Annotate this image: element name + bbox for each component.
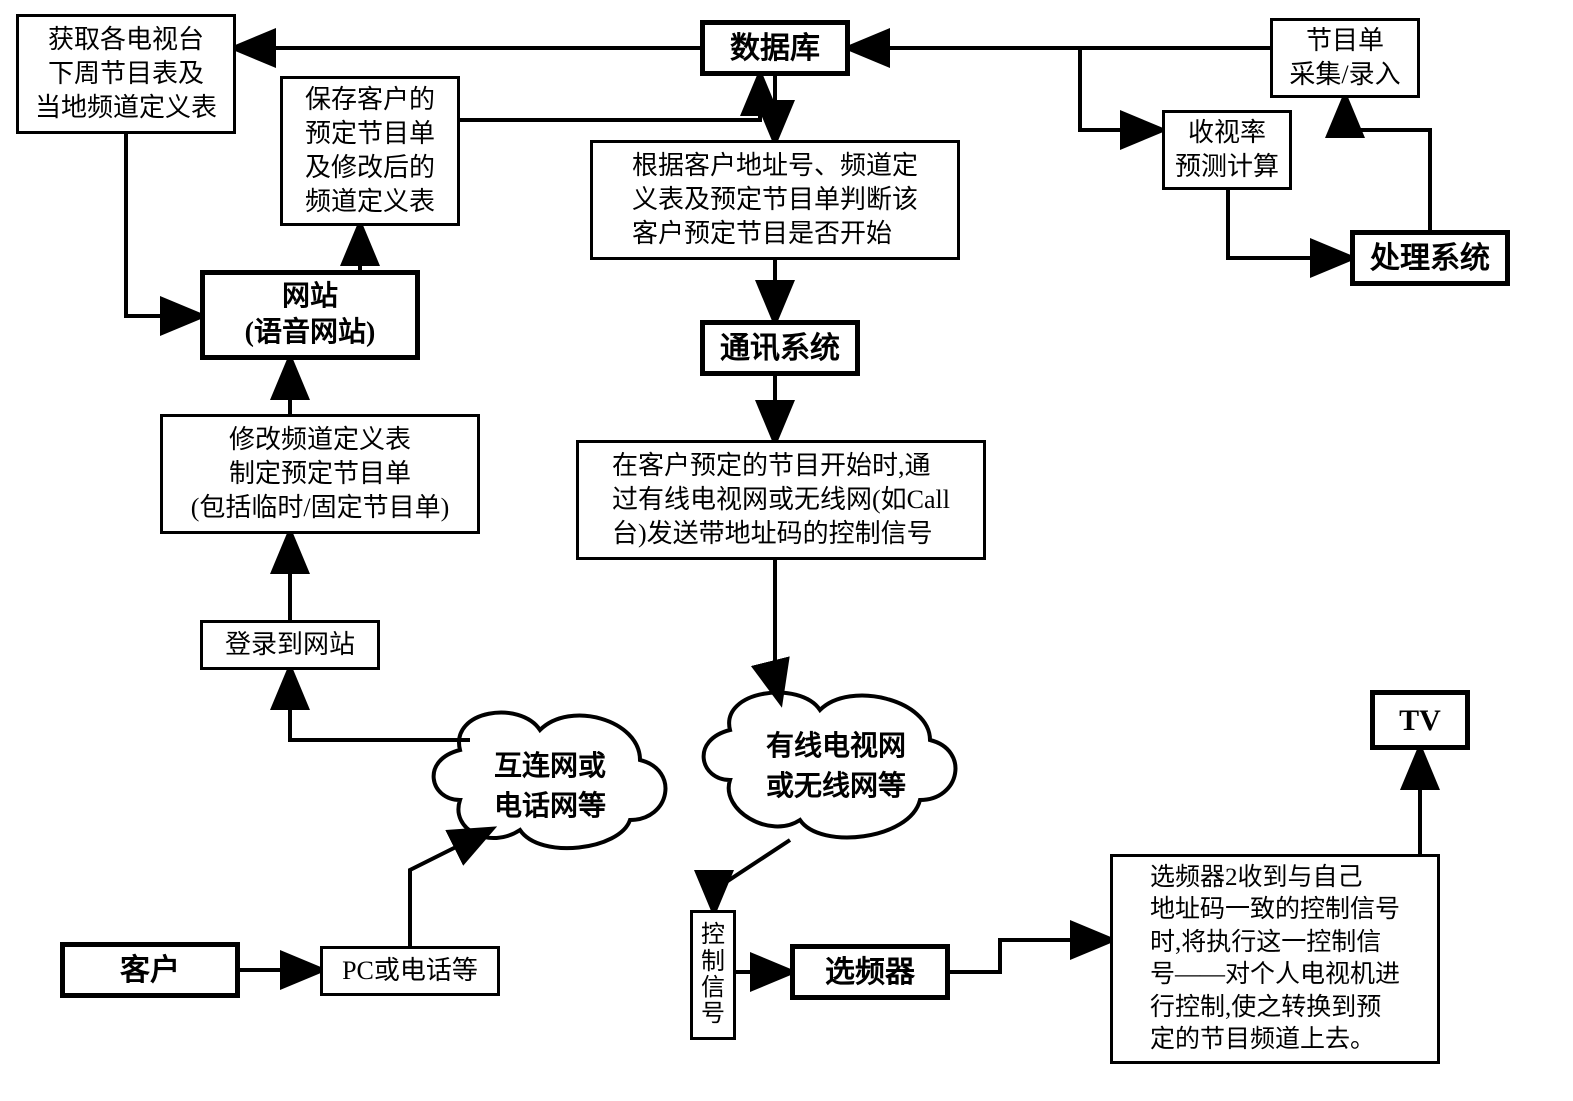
tv-text: TV <box>1399 701 1441 740</box>
website-box: 网站(语音网站) <box>200 270 420 360</box>
modify-channel-box: 修改频道定义表制定预定节目单(包括临时/固定节目单) <box>160 414 480 534</box>
arrow-cable-to-ctrl <box>714 840 790 910</box>
login-box: 登录到网站 <box>200 620 380 670</box>
database-box: 数据库 <box>700 20 850 76</box>
login-text: 登录到网站 <box>225 628 355 662</box>
arrow-tuner-to-desc <box>950 940 1110 972</box>
tuner-box: 选频器 <box>790 944 950 1000</box>
internet-cloud-label: 互连网或电话网等 <box>460 744 640 824</box>
processing-system-box: 处理系统 <box>1350 230 1510 286</box>
arrow-save-to-db <box>460 76 760 120</box>
pc-phone-text: PC或电话等 <box>342 954 478 988</box>
program-collect-text: 节目单采集/录入 <box>1289 24 1400 92</box>
arrow-pc-to-inet <box>410 830 490 946</box>
judge-start-text: 根据客户地址号、频道定义表及预定节目单判断该客户预定节目是否开始 <box>632 149 918 250</box>
internet-cloud-text: 互连网或电话网等 <box>494 744 606 824</box>
send-signal-text: 在客户预定的节目开始时,通过有线电视网或无线网(如Call台)发送带地址码的控制… <box>612 449 950 550</box>
arrow-schedule-to-website <box>126 134 200 316</box>
arrow-send-to-cable <box>775 560 780 700</box>
control-signal-text: 控制信号 <box>701 922 725 1028</box>
comm-system-box: 通讯系统 <box>700 320 860 376</box>
cable-cloud-text: 有线电视网或无线网等 <box>766 724 906 804</box>
schedule-acquire-text: 获取各电视台下周节目表及当地频道定义表 <box>35 23 217 124</box>
comm-system-text: 通讯系统 <box>720 329 840 368</box>
arrow-proc-to-collect <box>1345 98 1430 230</box>
pc-phone-box: PC或电话等 <box>320 946 500 996</box>
tuner-desc-box: 选频器2收到与自己地址码一致的控制信号时,将执行这一控制信号——对个人电视机进行… <box>1110 854 1440 1064</box>
program-collect-box: 节目单采集/录入 <box>1270 18 1420 98</box>
website-text: 网站(语音网站) <box>245 279 376 352</box>
customer-box: 客户 <box>60 942 240 998</box>
save-client-text: 保存客户的预定节目单及修改后的频道定义表 <box>305 83 435 218</box>
customer-text: 客户 <box>120 951 180 990</box>
processing-system-text: 处理系统 <box>1370 239 1490 278</box>
control-signal-box: 控制信号 <box>690 910 736 1040</box>
schedule-acquire-box: 获取各电视台下周节目表及当地频道定义表 <box>16 14 236 134</box>
arrow-inet-to-login <box>290 670 470 740</box>
arrow-db-to-rating <box>850 48 1160 130</box>
arrow-rating-to-processing <box>1228 190 1350 258</box>
rating-calc-text: 收视率预测计算 <box>1175 116 1279 184</box>
rating-calc-box: 收视率预测计算 <box>1162 110 1292 190</box>
database-text: 数据库 <box>730 29 820 68</box>
tuner-desc-text: 选频器2收到与自己地址码一致的控制信号时,将执行这一控制信号——对个人电视机进行… <box>1150 862 1400 1057</box>
tv-box: TV <box>1370 690 1470 750</box>
modify-channel-text: 修改频道定义表制定预定节目单(包括临时/固定节目单) <box>191 423 450 524</box>
judge-start-box: 根据客户地址号、频道定义表及预定节目单判断该客户预定节目是否开始 <box>590 140 960 260</box>
save-client-box: 保存客户的预定节目单及修改后的频道定义表 <box>280 76 460 226</box>
tuner-text: 选频器 <box>825 953 915 992</box>
cable-cloud-label: 有线电视网或无线网等 <box>736 724 936 804</box>
send-signal-box: 在客户预定的节目开始时,通过有线电视网或无线网(如Call台)发送带地址码的控制… <box>576 440 986 560</box>
